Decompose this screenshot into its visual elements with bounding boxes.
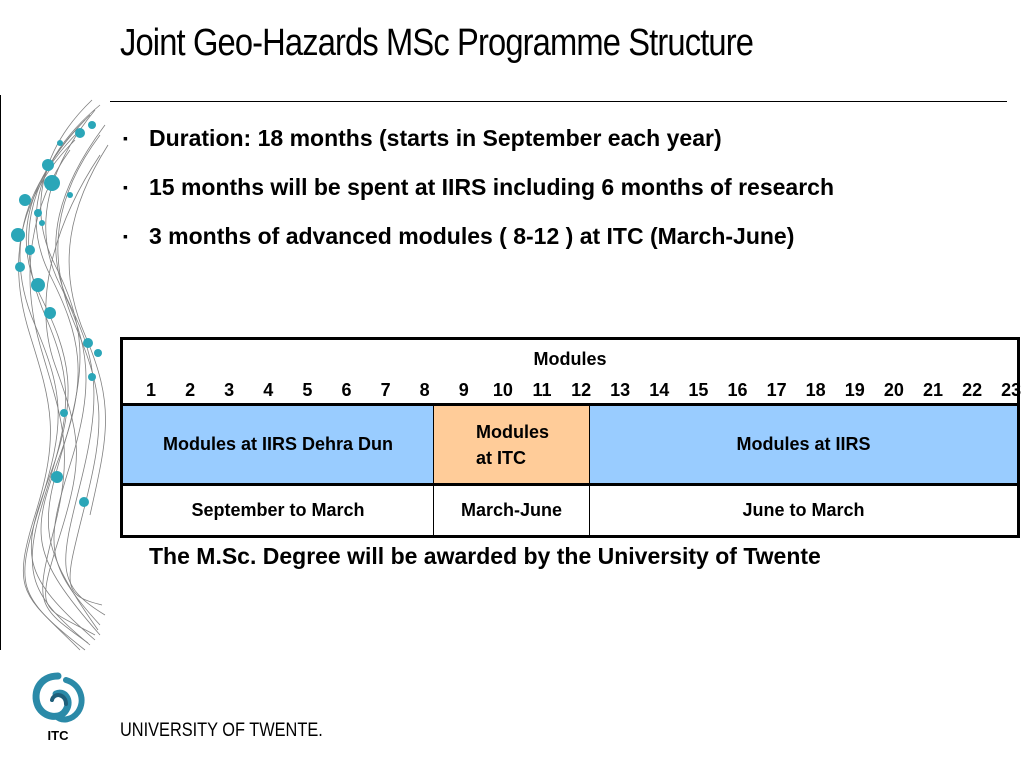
left-border-line xyxy=(0,95,1,650)
bullet-text: 3 months of advanced modules ( 8-12 ) at… xyxy=(149,223,795,249)
modules-header-title: Modules xyxy=(533,349,607,369)
module-number: 11 xyxy=(532,380,552,400)
module-number: 13 xyxy=(610,380,631,400)
university-name: UNIVERSITY OF TWENTE. xyxy=(120,720,323,741)
modules-iirs-dehra-dun-cell: Modules at IIRS Dehra Dun xyxy=(121,404,434,486)
module-number: 6 xyxy=(341,380,352,400)
programme-schedule-table: Modules 1 2 3 4 5 6 7 8 9 10 11 12 13 14 15 16 17 18 19 20 2… xyxy=(120,337,1021,538)
module-number: 22 xyxy=(962,380,983,400)
title-divider xyxy=(110,101,1007,102)
module-number: 5 xyxy=(302,380,313,400)
module-number-row: 1 2 3 4 5 6 7 8 9 10 11 12 13 14 15 16 17 18 19 20 21 22 23 xyxy=(123,380,1021,400)
module-number: 20 xyxy=(883,380,904,400)
module-number: 14 xyxy=(649,380,670,400)
module-number: 18 xyxy=(805,380,826,400)
square-bullet-icon: ▪ xyxy=(123,179,128,195)
bullet-text: 15 months will be spent at IIRS includin… xyxy=(149,174,835,200)
square-bullet-icon: ▪ xyxy=(123,228,128,244)
modules-header-cell: Modules 1 2 3 4 5 6 7 8 9 10 11 12 13 14 15 16 17 18 19 20 2… xyxy=(121,338,1021,406)
bullet-item: ▪ Duration: 18 months (starts in Septemb… xyxy=(120,126,834,151)
period-march-june: March-June xyxy=(433,484,590,537)
bullet-item: ▪ 3 months of advanced modules ( 8-12 ) … xyxy=(120,224,834,249)
square-bullet-icon: ▪ xyxy=(123,130,128,146)
bullet-text: Duration: 18 months (starts in September… xyxy=(149,125,722,151)
bullet-list: ▪ Duration: 18 months (starts in Septemb… xyxy=(120,126,834,273)
module-number: 19 xyxy=(844,380,865,400)
module-number: 3 xyxy=(224,380,235,400)
modules-itc-line-2: at ITC xyxy=(476,447,527,468)
modules-iirs-cell: Modules at IIRS xyxy=(589,404,1019,486)
module-number: 10 xyxy=(492,380,513,400)
module-number: 21 xyxy=(922,380,944,400)
module-number: 8 xyxy=(419,380,430,400)
logo-text: ITC xyxy=(48,728,70,743)
module-number: 4 xyxy=(263,380,274,400)
degree-note: The M.Sc. Degree will be awarded by the … xyxy=(149,543,821,569)
module-number: 7 xyxy=(380,380,391,400)
bullet-item: ▪ 15 months will be spent at IIRS includ… xyxy=(120,175,834,200)
module-number: 17 xyxy=(766,380,787,400)
module-number: 15 xyxy=(688,380,709,400)
itc-logo-icon: ITC xyxy=(32,672,85,743)
modules-itc-cell: Modules at ITC xyxy=(433,404,590,486)
module-number: 2 xyxy=(185,380,196,400)
module-number: 1 xyxy=(145,380,156,400)
modules-itc-line-1: Modules xyxy=(476,421,550,442)
decorative-line-art xyxy=(11,99,109,651)
period-september-to-march: September to March xyxy=(121,484,434,537)
module-number: 12 xyxy=(571,380,592,400)
module-number: 9 xyxy=(458,380,469,400)
module-number: 16 xyxy=(727,380,748,400)
module-number: 23 xyxy=(1001,380,1022,400)
period-june-to-march: June to March xyxy=(742,500,865,520)
page-title: Joint Geo-Hazards MSc Programme Structur… xyxy=(120,22,754,64)
